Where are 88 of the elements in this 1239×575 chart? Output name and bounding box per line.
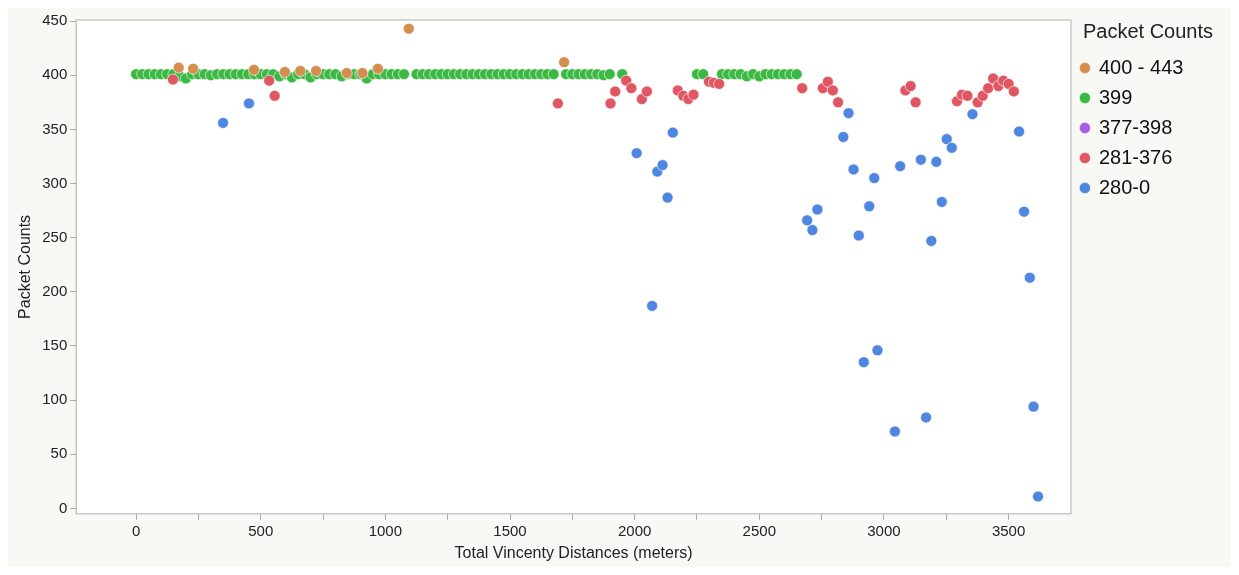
point <box>640 85 653 98</box>
point <box>167 73 179 86</box>
y-tick-label: 100 <box>42 390 68 408</box>
point <box>930 155 943 168</box>
x-tick-label: 2500 <box>742 521 776 539</box>
point <box>294 65 307 77</box>
point <box>609 85 622 98</box>
point <box>894 160 907 173</box>
point <box>1002 77 1015 90</box>
point <box>635 93 648 105</box>
y-tick-label: 150 <box>42 336 68 354</box>
point <box>852 229 865 242</box>
point <box>925 235 938 247</box>
legend-label: 280-0 <box>1098 175 1151 198</box>
point <box>625 82 638 95</box>
x-tick-label: 1000 <box>368 521 403 539</box>
point <box>811 203 824 216</box>
x-tick-label: 0 <box>131 521 141 539</box>
point <box>847 163 860 176</box>
point <box>914 153 927 166</box>
point <box>687 88 700 101</box>
point <box>796 82 809 95</box>
x-tick-label: 2000 <box>617 521 652 539</box>
legend-label: 281-376 <box>1098 145 1173 168</box>
point <box>982 82 995 95</box>
y-axis-title: Packet Counts <box>16 214 34 319</box>
point <box>551 97 564 110</box>
legend-label: 399 <box>1098 85 1133 108</box>
point <box>666 126 679 139</box>
point <box>248 63 260 76</box>
point <box>630 147 643 160</box>
legend-label: 400 - 443 <box>1098 55 1184 78</box>
point <box>935 196 948 208</box>
point <box>832 96 844 109</box>
point <box>1018 205 1030 218</box>
point <box>1023 271 1036 284</box>
point <box>656 159 669 172</box>
point <box>268 89 281 102</box>
point <box>1027 400 1040 413</box>
point <box>842 107 855 120</box>
point <box>806 224 819 236</box>
x-tick-label: 3000 <box>867 521 901 539</box>
x-tick-label: 500 <box>248 521 274 539</box>
point <box>1032 490 1044 503</box>
point <box>889 425 901 438</box>
y-tick-label: 200 <box>42 281 68 299</box>
point <box>263 74 276 87</box>
y-tick-label: 350 <box>42 119 68 137</box>
point <box>310 65 322 77</box>
point <box>1013 125 1025 138</box>
point <box>920 411 932 424</box>
point <box>604 97 617 110</box>
point <box>801 214 814 227</box>
point <box>187 62 200 75</box>
point <box>868 172 881 184</box>
legend-title: Packet Counts <box>1082 19 1213 42</box>
point <box>945 141 958 154</box>
point <box>217 116 229 129</box>
point <box>661 191 674 204</box>
point <box>826 84 839 97</box>
point <box>904 80 917 92</box>
point <box>871 344 884 357</box>
point <box>1007 85 1020 98</box>
y-tick-label: 400 <box>42 65 68 83</box>
point <box>940 133 953 146</box>
point <box>402 22 415 35</box>
x-axis-title: Total Vincenty Distances (meters) <box>454 543 693 561</box>
point <box>837 131 850 143</box>
point <box>371 62 384 75</box>
legend-label: 377-398 <box>1098 115 1173 138</box>
y-tick-label: 450 <box>42 11 68 29</box>
point <box>966 108 979 121</box>
y-tick-label: 0 <box>58 498 68 516</box>
point <box>961 89 974 102</box>
y-tick-label: 300 <box>42 173 68 191</box>
point <box>863 200 876 213</box>
point <box>646 299 659 312</box>
point <box>172 61 185 74</box>
x-tick-label: 3500 <box>991 521 1026 539</box>
point <box>909 96 922 109</box>
point <box>821 75 834 88</box>
y-tick-label: 250 <box>42 227 68 245</box>
x-tick-label: 1500 <box>493 521 527 539</box>
y-tick-label: 50 <box>50 444 68 462</box>
point <box>558 56 571 69</box>
point <box>243 97 255 110</box>
point <box>713 77 726 90</box>
point <box>857 356 870 369</box>
